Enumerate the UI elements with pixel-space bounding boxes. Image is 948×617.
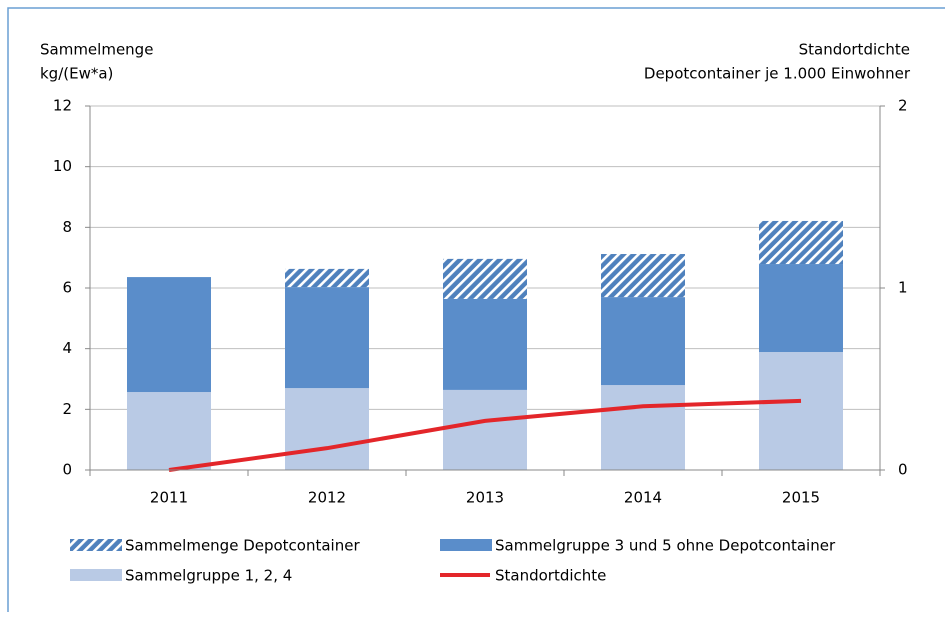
- legend-swatch: [70, 569, 122, 581]
- bar-segment: [443, 258, 527, 299]
- bar-segment: [601, 297, 685, 386]
- y-tick-label: 2: [62, 400, 72, 418]
- legend-swatch: [440, 539, 492, 551]
- x-tick-label: 2012: [308, 489, 346, 507]
- y-tick-label: 0: [62, 461, 72, 479]
- bar-segment: [759, 264, 843, 353]
- x-tick-label: 2015: [782, 489, 820, 507]
- bar-segment: [601, 385, 685, 470]
- y2-axis-label: Depotcontainer je 1.000 Einwohner: [644, 65, 911, 83]
- y-axis-label: kg/(Ew*a): [40, 65, 113, 83]
- y-axis-label: Sammelmenge: [40, 41, 153, 59]
- bar-segment: [127, 392, 211, 470]
- bar-segment: [443, 389, 527, 470]
- line: [168, 398, 802, 472]
- legend-label: Sammelgruppe 3 und 5 ohne Depotcontainer: [495, 537, 836, 555]
- y-tick-label: 4: [62, 339, 72, 357]
- y-tick-label: 12: [53, 97, 72, 115]
- y2-tick-label: 1: [898, 279, 908, 297]
- bar-segment: [759, 352, 843, 470]
- y2-tick-label: 0: [898, 461, 908, 479]
- bar-segment: [285, 268, 369, 288]
- x-tick-label: 2013: [466, 489, 504, 507]
- legend-label: Sammelmenge Depotcontainer: [125, 537, 360, 555]
- bar-segment: [127, 277, 211, 393]
- bar-segment: [285, 388, 369, 470]
- legend-label: Sammelgruppe 1, 2, 4: [125, 567, 292, 585]
- y2-axis-label: Standortdichte: [799, 41, 910, 59]
- x-tick-label: 2011: [150, 489, 188, 507]
- legend-swatch: [70, 539, 122, 551]
- y-tick-label: 6: [62, 279, 72, 297]
- y-tick-label: 8: [62, 218, 72, 236]
- x-tick-label: 2014: [624, 489, 662, 507]
- bar-segment: [443, 298, 527, 390]
- legend-label: Standortdichte: [495, 567, 606, 585]
- bar-segment: [285, 287, 369, 389]
- y2-tick-label: 2: [898, 97, 908, 115]
- y-tick-label: 10: [53, 157, 72, 175]
- bar-segment: [759, 220, 843, 265]
- frame: [7, 7, 945, 612]
- bar-segment: [601, 254, 685, 298]
